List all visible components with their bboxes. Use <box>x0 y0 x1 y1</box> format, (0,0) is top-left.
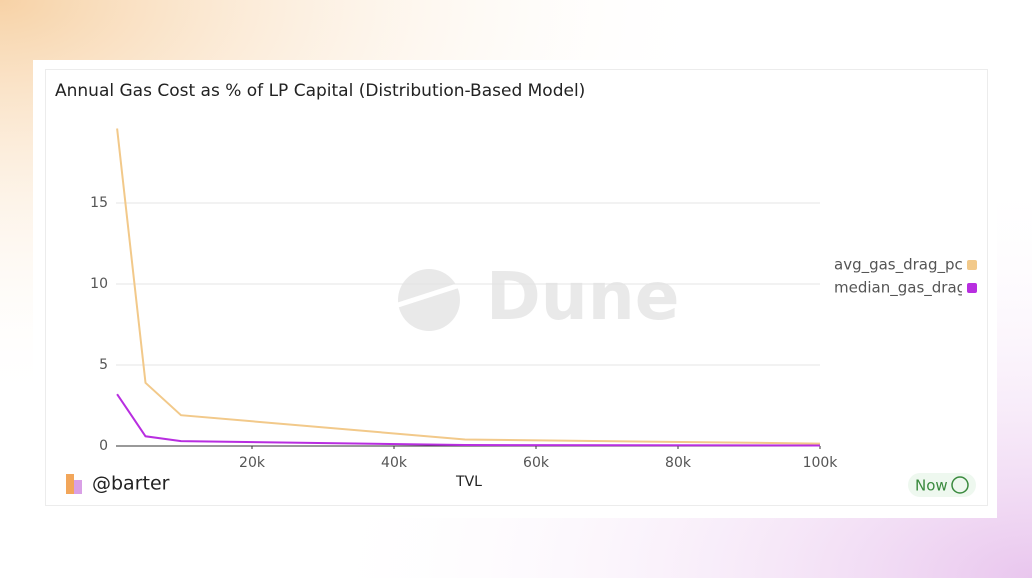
x-axis-label: TVL <box>455 474 482 490</box>
status-badge <box>908 473 976 497</box>
watermark-logo-stripe <box>397 282 461 308</box>
y-tick-label: 10 <box>90 276 108 292</box>
legend-label: avg_gas_drag_pct <box>834 256 969 275</box>
chart-title: Annual Gas Cost as % of LP Capital (Dist… <box>55 81 585 101</box>
author-logo <box>74 480 82 494</box>
chart-frame <box>45 69 988 506</box>
watermark: Dune <box>397 258 680 335</box>
series-line <box>116 128 821 445</box>
x-tick-label: 80k <box>665 455 692 471</box>
status-text: Now <box>915 477 948 495</box>
legend-label: median_gas_drag_pct <box>834 279 997 298</box>
y-tick-label: 15 <box>90 195 108 211</box>
watermark-text: Dune <box>486 258 680 335</box>
x-tick-label: 40k <box>381 455 408 471</box>
x-tick-label: 20k <box>239 455 266 471</box>
x-tick-label: 60k <box>523 455 550 471</box>
status-icon <box>951 476 969 494</box>
y-tick-label: 5 <box>99 357 108 373</box>
legend-swatch <box>967 283 977 293</box>
author: @barter <box>66 473 170 495</box>
series-line <box>116 393 821 447</box>
author-logo <box>66 474 74 494</box>
author-name: @barter <box>92 473 170 495</box>
y-tick-label: 0 <box>99 438 108 454</box>
x-tick-label: 100k <box>803 455 839 471</box>
legend-swatch <box>967 260 977 270</box>
